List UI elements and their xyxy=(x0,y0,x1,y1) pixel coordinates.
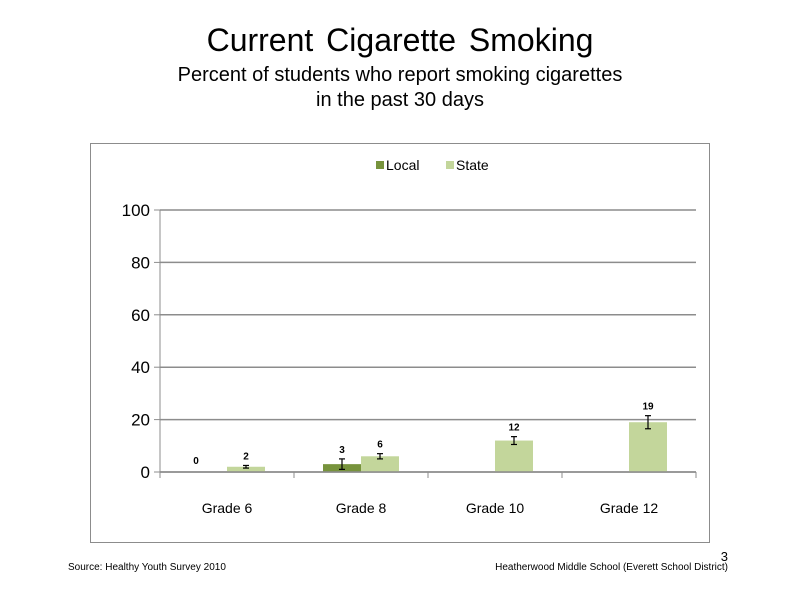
data-label: 19 xyxy=(642,402,654,413)
bar-state xyxy=(495,440,533,472)
slide-number: 3 xyxy=(720,549,728,564)
legend-swatch-state xyxy=(446,161,454,169)
data-label: 6 xyxy=(377,440,383,451)
y-tick-label: 100 xyxy=(122,201,150,220)
bar-state xyxy=(629,422,667,472)
x-tick-label: Grade 6 xyxy=(202,500,253,516)
legend-label-local: Local xyxy=(386,157,419,173)
school-note: Heatherwood Middle School (Everett Schoo… xyxy=(495,562,728,573)
legend-swatch-local xyxy=(376,161,384,169)
x-tick-label: Grade 10 xyxy=(466,500,525,516)
bar-state xyxy=(227,466,265,472)
bar-state xyxy=(361,456,399,472)
y-tick-label: 40 xyxy=(131,358,150,377)
y-tick-label: 60 xyxy=(131,306,150,325)
chart-frame xyxy=(90,143,710,543)
data-label: 3 xyxy=(339,445,345,456)
data-label: 12 xyxy=(508,423,520,434)
y-tick-label: 0 xyxy=(141,463,150,482)
x-tick-label: Grade 8 xyxy=(336,500,387,516)
legend-label-state: State xyxy=(456,157,489,173)
slide-subtitle-line1: Percent of students who report smoking c… xyxy=(177,64,623,86)
data-label: 0 xyxy=(193,456,199,467)
source-note: Source: Healthy Youth Survey 2010 xyxy=(68,562,226,573)
data-label: 2 xyxy=(243,451,249,462)
x-tick-label: Grade 12 xyxy=(600,500,659,516)
slide-subtitle-line2: in the past 30 days xyxy=(316,89,484,111)
y-tick-label: 20 xyxy=(131,411,150,430)
y-tick-label: 80 xyxy=(131,253,150,272)
slide-title: Current Cigarette Smoking xyxy=(206,22,594,58)
